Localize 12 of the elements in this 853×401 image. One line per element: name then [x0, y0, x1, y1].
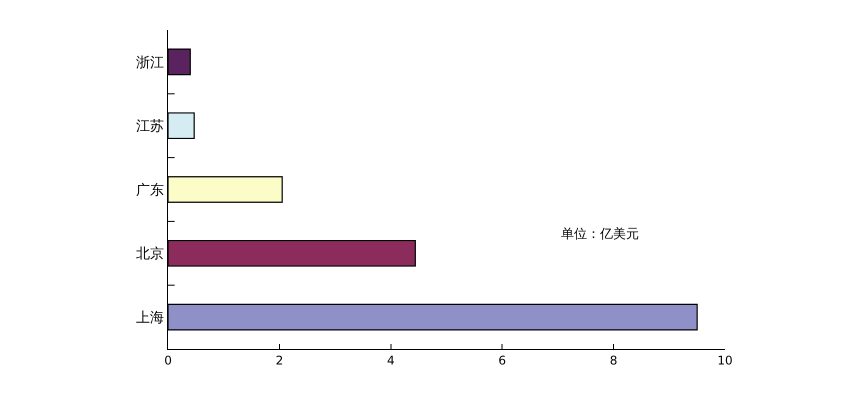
x-tick-label: 2 [276, 353, 284, 368]
y-tick-label: 江苏 [136, 118, 164, 135]
y-tick-label: 广东 [136, 182, 164, 198]
annotation: 单位：亿美元 [561, 226, 639, 242]
x-tick-label: 10 [717, 353, 733, 368]
x-tick-label: 4 [386, 353, 395, 368]
x-tick-label: 8 [610, 353, 618, 368]
y-tick-label: 北京 [136, 246, 164, 262]
y-tick-label: 上海 [136, 310, 164, 326]
x-tick-label: 0 [164, 353, 172, 368]
x-tick-label: 6 [498, 353, 506, 368]
y-tick-label: 浙江 [136, 54, 164, 71]
